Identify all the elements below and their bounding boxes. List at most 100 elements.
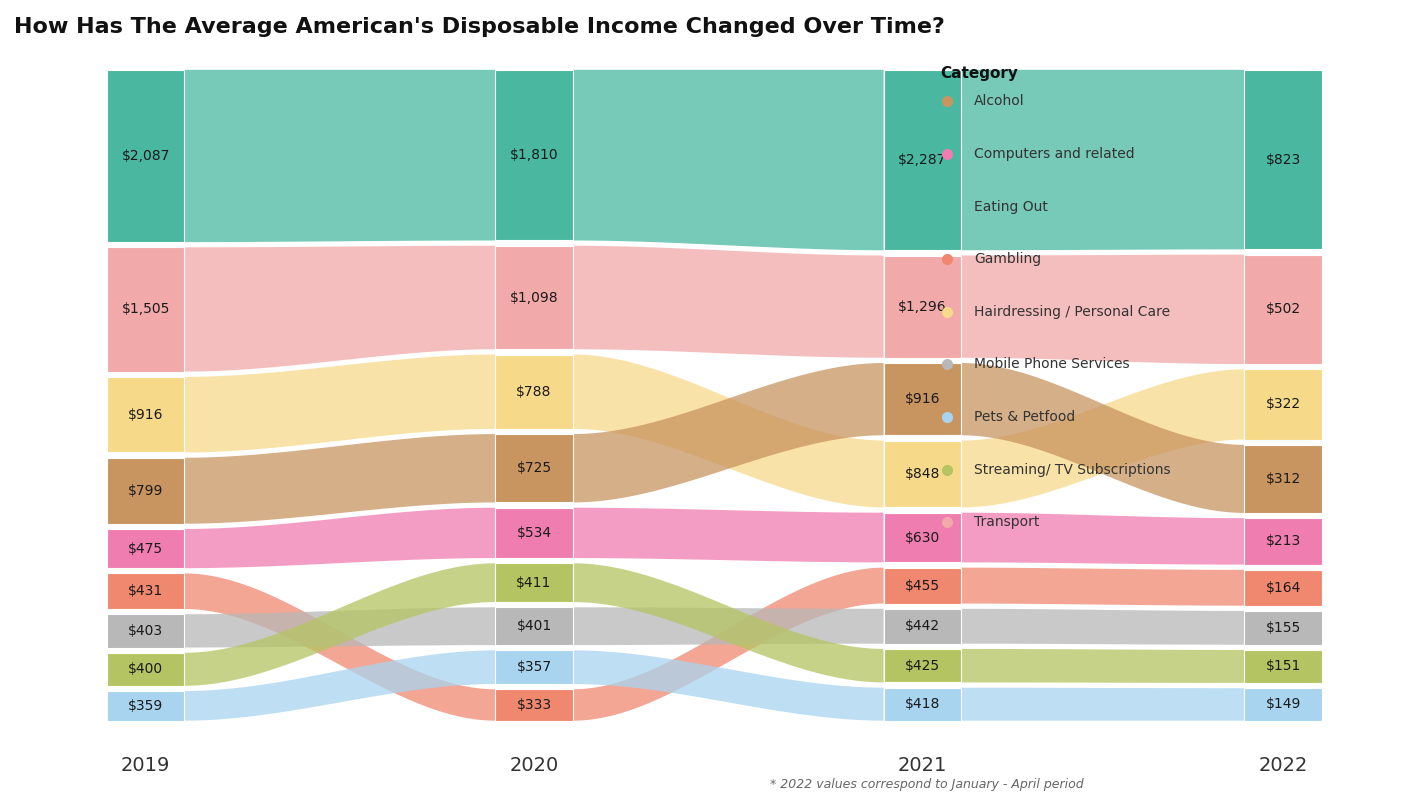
Bar <box>495 354 573 429</box>
Text: $322: $322 <box>1265 398 1300 411</box>
Polygon shape <box>961 363 1244 513</box>
Polygon shape <box>185 70 495 242</box>
Text: $1,098: $1,098 <box>510 290 559 305</box>
Polygon shape <box>573 650 884 721</box>
Bar <box>884 513 961 562</box>
Bar <box>1244 611 1323 645</box>
Text: $1,505: $1,505 <box>122 302 170 317</box>
Bar <box>884 649 961 682</box>
Bar <box>495 70 573 241</box>
Text: 2019: 2019 <box>120 756 171 774</box>
Text: $2,087: $2,087 <box>122 149 170 163</box>
Bar <box>1244 254 1323 364</box>
Text: $725: $725 <box>517 462 552 475</box>
Polygon shape <box>573 246 884 358</box>
Text: $799: $799 <box>127 484 164 498</box>
Text: $357: $357 <box>517 660 552 674</box>
Text: $411: $411 <box>517 576 552 590</box>
Bar <box>495 246 573 350</box>
Bar <box>1244 70 1323 250</box>
Text: $149: $149 <box>1265 698 1300 711</box>
Text: $213: $213 <box>1265 534 1300 549</box>
Text: How Has The Average American's Disposable Income Changed Over Time?: How Has The Average American's Disposabl… <box>14 17 944 37</box>
Polygon shape <box>185 607 495 647</box>
Text: $848: $848 <box>905 467 940 481</box>
Polygon shape <box>573 563 884 682</box>
Text: $155: $155 <box>1265 621 1300 635</box>
Bar <box>106 653 185 686</box>
Polygon shape <box>573 568 884 721</box>
Text: $431: $431 <box>127 584 164 598</box>
Bar <box>1244 688 1323 721</box>
Bar <box>495 650 573 684</box>
Polygon shape <box>185 650 495 721</box>
Text: $425: $425 <box>905 658 940 673</box>
Polygon shape <box>573 70 884 250</box>
Polygon shape <box>573 508 884 562</box>
Polygon shape <box>573 354 884 507</box>
Bar <box>884 609 961 644</box>
Polygon shape <box>185 434 495 524</box>
Polygon shape <box>961 70 1244 250</box>
Bar <box>495 607 573 645</box>
Text: Eating Out: Eating Out <box>974 199 1048 214</box>
Bar <box>884 255 961 358</box>
Text: $916: $916 <box>905 392 940 406</box>
Text: Gambling: Gambling <box>974 252 1041 266</box>
Text: 2022: 2022 <box>1258 756 1307 774</box>
Bar <box>495 508 573 558</box>
Text: $418: $418 <box>905 697 940 711</box>
Bar <box>1244 518 1323 565</box>
Text: $534: $534 <box>517 526 552 540</box>
Text: Category: Category <box>940 66 1019 81</box>
Text: $502: $502 <box>1265 302 1300 316</box>
Bar <box>884 568 961 603</box>
Text: $630: $630 <box>905 530 940 545</box>
Text: 2021: 2021 <box>898 756 947 774</box>
Text: Hairdressing / Personal Care: Hairdressing / Personal Care <box>974 305 1170 319</box>
Polygon shape <box>185 508 495 568</box>
Bar <box>106 574 185 609</box>
Bar <box>1244 570 1323 606</box>
Bar <box>884 363 961 435</box>
Bar <box>106 529 185 568</box>
Text: Alcohol: Alcohol <box>974 94 1024 108</box>
Bar <box>106 458 185 524</box>
Text: $788: $788 <box>517 385 552 398</box>
Polygon shape <box>185 246 495 372</box>
Bar <box>1244 370 1323 440</box>
Bar <box>495 690 573 721</box>
Bar <box>1244 445 1323 513</box>
Polygon shape <box>961 568 1244 606</box>
Bar <box>1244 650 1323 683</box>
Bar <box>884 688 961 721</box>
Bar <box>106 691 185 721</box>
Bar <box>106 70 185 242</box>
Text: $403: $403 <box>127 624 164 638</box>
Text: $823: $823 <box>1265 153 1300 166</box>
Bar <box>495 434 573 502</box>
Text: Computers and related: Computers and related <box>974 147 1135 161</box>
Text: $1,810: $1,810 <box>510 148 559 162</box>
Text: $312: $312 <box>1265 472 1300 486</box>
Polygon shape <box>961 370 1244 507</box>
Bar <box>106 614 185 647</box>
Polygon shape <box>185 354 495 453</box>
Polygon shape <box>961 649 1244 683</box>
Text: $455: $455 <box>905 578 940 593</box>
Text: $333: $333 <box>517 698 552 712</box>
Text: $916: $916 <box>127 408 164 422</box>
Text: $2,287: $2,287 <box>898 153 947 167</box>
Text: * 2022 values correspond to January - April period: * 2022 values correspond to January - Ap… <box>771 778 1083 791</box>
Text: Pets & Petfood: Pets & Petfood <box>974 410 1075 424</box>
Text: 2020: 2020 <box>510 756 559 774</box>
Polygon shape <box>961 688 1244 721</box>
Polygon shape <box>185 574 495 721</box>
Text: Mobile Phone Services: Mobile Phone Services <box>974 358 1129 371</box>
Polygon shape <box>573 363 884 502</box>
Polygon shape <box>961 609 1244 645</box>
Bar <box>884 441 961 507</box>
Bar <box>495 563 573 602</box>
Bar <box>106 377 185 453</box>
Text: $1,296: $1,296 <box>898 300 947 314</box>
